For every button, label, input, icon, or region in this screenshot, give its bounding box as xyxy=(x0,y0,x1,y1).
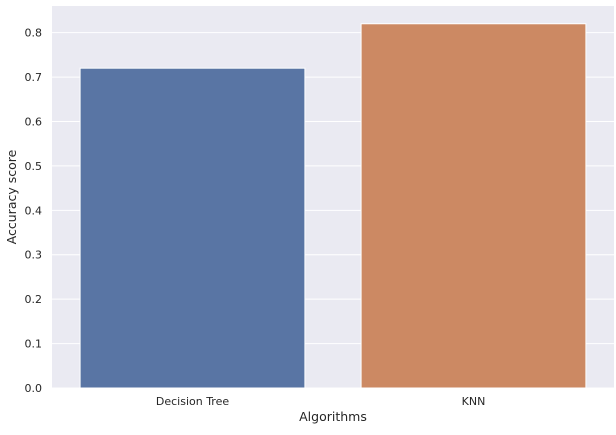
y-tick-label: 0.5 xyxy=(25,160,43,173)
bar xyxy=(360,23,587,389)
x-tick-label: KNN xyxy=(462,395,486,408)
x-tick-label: Decision Tree xyxy=(156,395,229,408)
y-tick-label: 0.6 xyxy=(25,115,43,128)
y-tick-label: 0.8 xyxy=(25,27,43,40)
y-tick-labels: 0.0 0.1 0.2 0.3 0.4 0.5 0.6 0.7 0.8 xyxy=(25,27,43,395)
x-tick-labels: Decision Tree KNN xyxy=(156,395,485,408)
bars xyxy=(79,23,587,389)
y-tick-label: 0.2 xyxy=(25,293,43,306)
y-axis-label: Accuracy score xyxy=(4,149,19,244)
bar xyxy=(79,67,306,389)
y-tick-label: 0.1 xyxy=(25,338,43,351)
y-tick-label: 0.3 xyxy=(25,249,43,262)
x-axis-label: Algorithms xyxy=(299,409,367,424)
y-tick-label: 0.4 xyxy=(25,204,43,217)
y-tick-label: 0.7 xyxy=(25,71,43,84)
y-tick-label: 0.0 xyxy=(25,382,43,395)
